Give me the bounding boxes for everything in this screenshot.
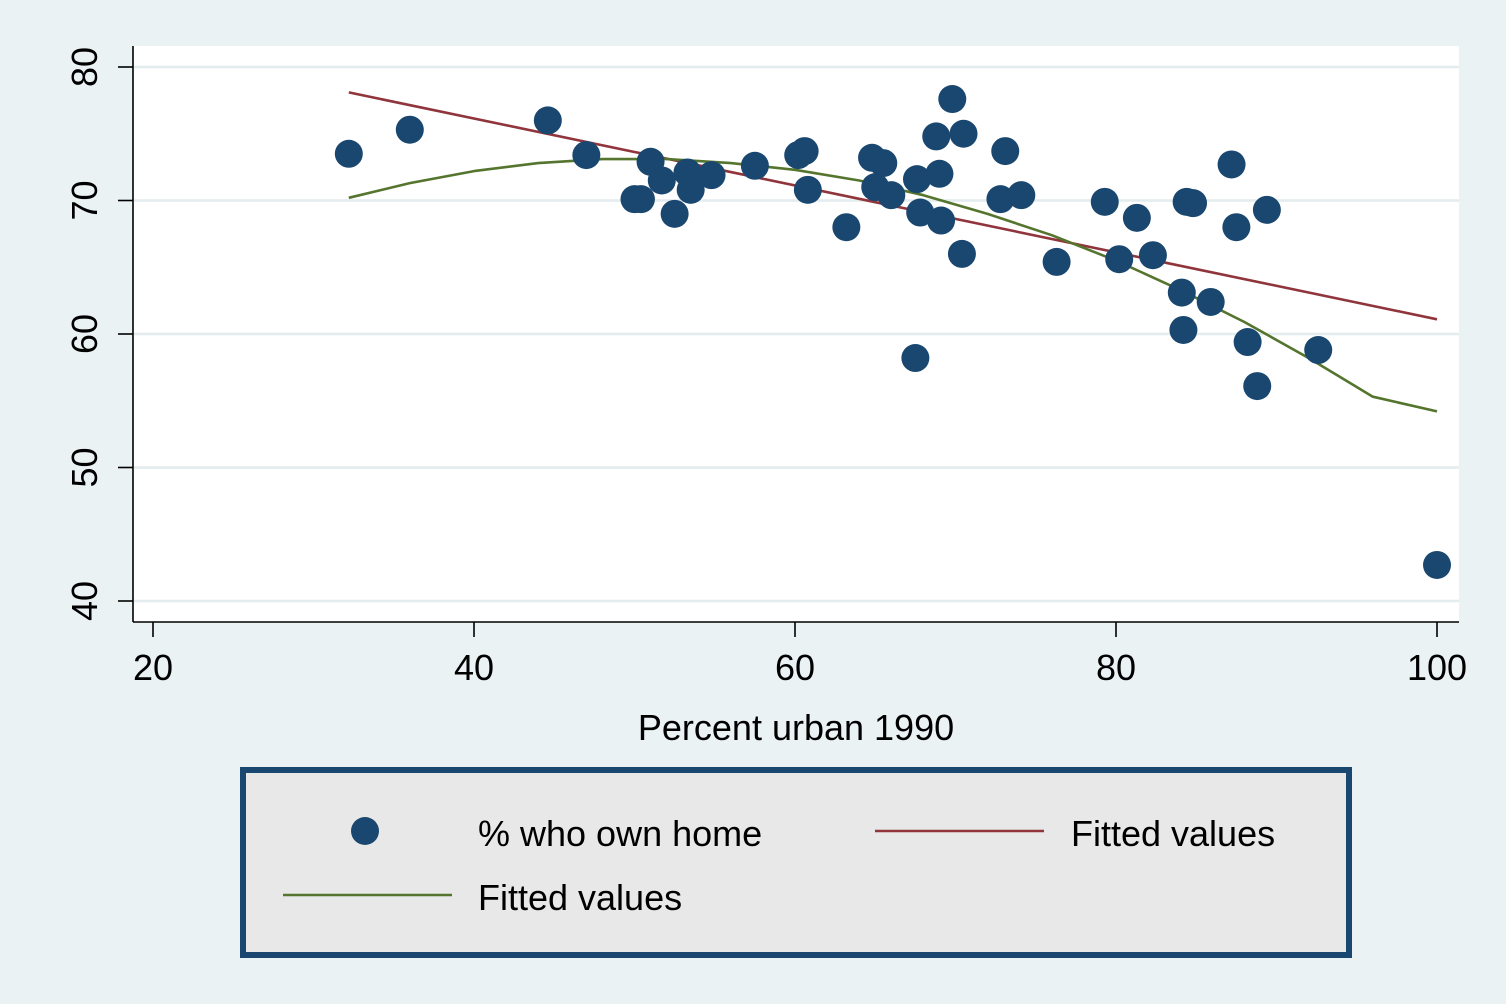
data-point — [986, 185, 1015, 214]
data-point — [1217, 150, 1246, 179]
x-ticks: 20 40 60 80 100 — [133, 622, 1467, 688]
data-point — [793, 175, 822, 204]
data-point — [740, 151, 769, 180]
data-point — [877, 181, 906, 210]
data-point — [1167, 278, 1196, 307]
data-point — [395, 115, 424, 144]
y-tick-label: 50 — [64, 447, 105, 487]
y-tick-label: 60 — [64, 314, 105, 354]
y-tick-label: 80 — [64, 47, 105, 87]
x-tick-label: 60 — [775, 647, 815, 688]
scatter-points — [334, 85, 1451, 579]
data-point — [626, 185, 655, 214]
data-point — [790, 137, 819, 166]
data-point — [925, 159, 954, 188]
legend-marker — [351, 817, 379, 845]
data-point — [922, 122, 951, 151]
y-ticks: 40 50 60 70 80 — [64, 47, 133, 621]
data-point — [938, 85, 967, 114]
data-point — [1105, 245, 1134, 274]
data-point — [1243, 372, 1272, 401]
data-point — [1252, 195, 1281, 224]
data-point — [1196, 287, 1225, 316]
data-point — [533, 106, 562, 135]
x-tick-label: 100 — [1407, 647, 1467, 688]
data-point — [1179, 189, 1208, 218]
legend-label: % who own home — [478, 813, 762, 854]
legend-label: Fitted values — [478, 877, 682, 918]
data-point — [902, 165, 931, 194]
data-point — [1233, 328, 1262, 357]
data-point — [949, 119, 978, 148]
data-point — [1042, 247, 1071, 276]
data-point — [947, 239, 976, 268]
data-point — [660, 199, 689, 228]
legend-label: Fitted values — [1071, 813, 1275, 854]
data-point — [697, 161, 726, 190]
x-tick-label: 80 — [1096, 647, 1136, 688]
data-point — [647, 166, 676, 195]
y-tick-label: 40 — [64, 581, 105, 621]
data-point — [927, 206, 956, 235]
y-tick-label: 70 — [64, 180, 105, 220]
legend: % who own home Fitted values Fitted values — [240, 767, 1352, 958]
x-tick-label: 40 — [454, 647, 494, 688]
x-tick-label: 20 — [133, 647, 173, 688]
data-point — [869, 149, 898, 178]
data-point — [901, 344, 930, 373]
data-point — [1169, 315, 1198, 344]
data-point — [1304, 336, 1333, 365]
data-point — [832, 213, 861, 242]
data-point — [676, 175, 705, 204]
data-point — [334, 139, 363, 168]
data-point — [1090, 187, 1119, 216]
x-axis-title: Percent urban 1990 — [638, 707, 954, 748]
data-point — [1122, 203, 1151, 232]
data-point — [572, 141, 601, 170]
legend-frame — [240, 767, 1352, 958]
data-point — [1007, 181, 1036, 210]
data-point — [1138, 241, 1167, 270]
data-point — [1423, 550, 1451, 579]
data-point — [1222, 213, 1251, 242]
data-point — [991, 137, 1020, 166]
